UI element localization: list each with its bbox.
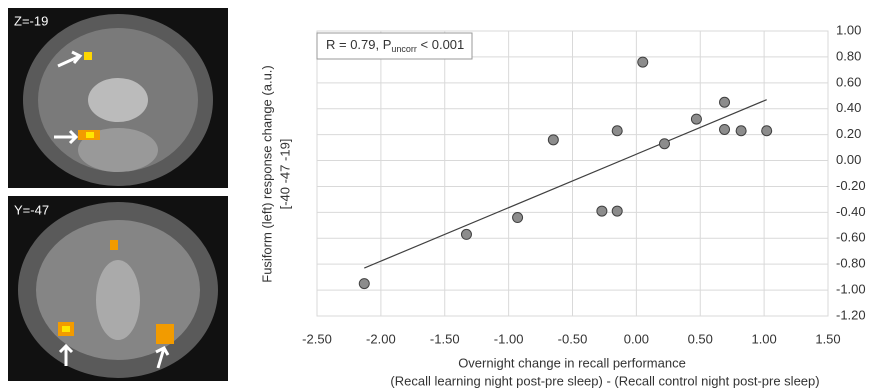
- point: [597, 206, 607, 216]
- point: [612, 206, 622, 216]
- y-tick-label: 0.80: [836, 48, 861, 63]
- panel-label: Z=-19: [14, 13, 48, 28]
- x-tick-label: -0.50: [558, 331, 588, 346]
- brain-axial: Z=-19: [8, 8, 228, 188]
- point: [762, 126, 772, 136]
- x-tick-label: 0.00: [624, 331, 649, 346]
- annotation-subscript: uncorr: [391, 44, 417, 54]
- x-tick-label: 1.50: [815, 331, 840, 346]
- y-axis-label: [-40 -47 -19]: [277, 139, 292, 210]
- y-tick-label: -1.20: [836, 307, 866, 322]
- x-tick-label: 1.00: [751, 331, 776, 346]
- point: [691, 114, 701, 124]
- point: [548, 135, 558, 145]
- y-tick-label: 0.40: [836, 100, 861, 115]
- x-tick-label: -1.00: [494, 331, 524, 346]
- y-tick-label: -0.60: [836, 230, 866, 245]
- point: [736, 126, 746, 136]
- y-tick-label: 0.20: [836, 126, 861, 141]
- x-tick-label: -2.50: [302, 331, 332, 346]
- x-tick-label: 0.50: [688, 331, 713, 346]
- annotation-text: R = 0.79, P: [326, 37, 391, 52]
- x-axis-label: (Recall learning night post-pre sleep) -…: [390, 373, 819, 388]
- y-tick-label: -0.40: [836, 204, 866, 219]
- x-tick-label: -2.00: [366, 331, 396, 346]
- point: [720, 124, 730, 134]
- y-tick-label: -0.80: [836, 256, 866, 271]
- point: [612, 126, 622, 136]
- figure: Z=-19 Y=-47 1.00 0.80 0.60 0.40 0.20 0.00 -0.2…: [0, 0, 888, 391]
- y-tick-label: 0.00: [836, 152, 861, 167]
- point: [659, 139, 669, 149]
- panel-label: Y=-47: [14, 202, 49, 217]
- point: [720, 97, 730, 107]
- y-axis-label: Fusiform (left) response change (a.u.): [259, 65, 274, 282]
- y-tick-label: -0.20: [836, 178, 866, 193]
- point: [638, 57, 648, 67]
- y-tick-label: 0.60: [836, 74, 861, 89]
- point: [461, 229, 471, 239]
- brain-coronal: Y=-47: [8, 196, 228, 381]
- y-tick-label: -1.00: [836, 282, 866, 297]
- annotation-text: < 0.001: [417, 37, 464, 52]
- point: [513, 213, 523, 223]
- x-tick-label: -1.50: [430, 331, 460, 346]
- point: [359, 279, 369, 289]
- y-tick-label: 1.00: [836, 22, 861, 37]
- x-axis-label: Overnight change in recall performance: [458, 355, 686, 370]
